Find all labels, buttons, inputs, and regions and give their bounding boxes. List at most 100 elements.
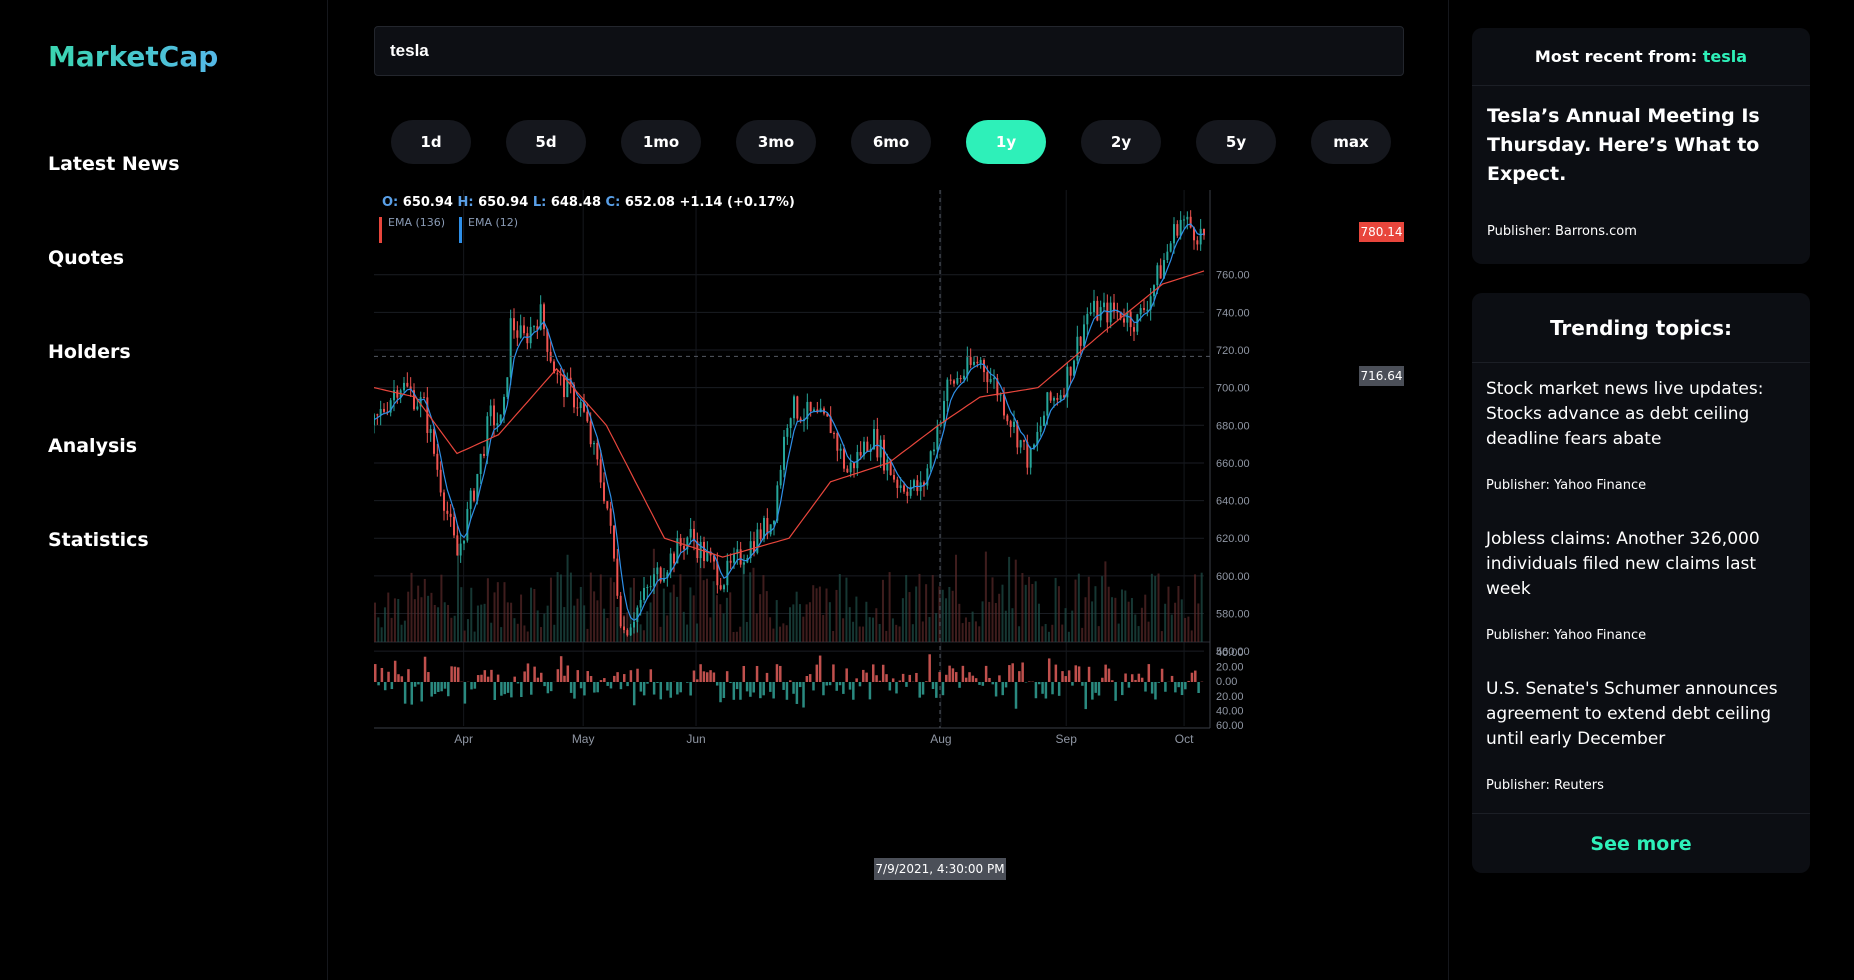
osc-bar	[1081, 682, 1084, 686]
volume-bar	[958, 603, 961, 642]
candle-body	[1063, 395, 1065, 398]
range-3mo[interactable]: 3mo	[736, 120, 816, 164]
candle-body	[653, 574, 655, 587]
osc-bar	[520, 682, 523, 697]
osc-bar	[626, 682, 629, 687]
nav-latest-news[interactable]: Latest News	[48, 153, 180, 175]
volume-bar	[729, 592, 732, 642]
candle-body	[1123, 318, 1125, 323]
osc-bar	[603, 678, 606, 682]
volume-bar	[639, 624, 642, 642]
osc-bar	[1147, 664, 1151, 682]
osc-bar	[1047, 658, 1051, 682]
candle-body	[956, 378, 959, 384]
nav-statistics[interactable]: Statistics	[48, 529, 149, 551]
osc-bar	[881, 664, 885, 682]
osc-bar	[506, 682, 510, 693]
trending-item[interactable]: Jobless claims: Another 326,000 individu…	[1486, 527, 1801, 602]
candle-body	[476, 473, 479, 501]
volume-bar	[496, 582, 499, 642]
volume-bar	[427, 595, 430, 642]
crosshair-price-badge: 716.64	[1359, 366, 1404, 386]
range-6mo[interactable]: 6mo	[851, 120, 931, 164]
trending-item[interactable]: Stock market news live updates: Stocks a…	[1486, 377, 1801, 452]
volume-bar	[762, 575, 765, 642]
recent-article-title[interactable]: Tesla’s Annual Meeting Is Thursday. Here…	[1487, 105, 1760, 185]
osc-bar	[858, 682, 862, 687]
nav-analysis[interactable]: Analysis	[48, 435, 138, 457]
range-1y[interactable]: 1y	[966, 120, 1046, 164]
volume-bar	[400, 624, 403, 642]
volume-bar	[549, 577, 552, 642]
volume-bar	[559, 574, 562, 642]
see-more-button[interactable]: See more	[1472, 813, 1810, 873]
search-input[interactable]	[374, 26, 1404, 76]
range-1d[interactable]: 1d	[391, 120, 471, 164]
range-max[interactable]: max	[1311, 120, 1391, 164]
candle-body	[483, 453, 485, 456]
osc-bar	[1077, 666, 1081, 682]
range-2y[interactable]: 2y	[1081, 120, 1161, 164]
candle-body	[983, 359, 985, 373]
osc-bar	[619, 682, 623, 690]
volume-bar	[599, 574, 602, 642]
candle-body	[706, 551, 709, 561]
range-5y[interactable]: 5y	[1196, 120, 1276, 164]
volume-bar	[872, 617, 874, 642]
candle-body	[783, 436, 785, 470]
osc-bar	[991, 682, 995, 685]
candle-body	[466, 508, 469, 541]
osc-bar	[735, 682, 739, 690]
ohlc-low-label: L:	[532, 195, 547, 210]
price-chart[interactable]: 760.00 740.00 720.00 700.00 680.00 660.00 640.…	[374, 190, 1404, 890]
volume-bar	[1077, 573, 1080, 642]
candle-body	[1036, 431, 1039, 445]
osc-bar	[988, 677, 991, 682]
osc-bar	[1004, 682, 1008, 688]
osc-bar	[374, 664, 377, 682]
osc-bar	[779, 665, 782, 682]
trending-item[interactable]: U.S. Senate's Schumer announces agreemen…	[1486, 677, 1801, 752]
trending-header: Trending topics:	[1472, 293, 1810, 363]
volume-bar	[679, 574, 682, 642]
candle-body	[586, 411, 589, 422]
volume-bar	[908, 592, 911, 642]
candle-body	[576, 407, 579, 409]
osc-bar	[583, 682, 586, 696]
candle-body	[419, 397, 422, 407]
candle-body	[599, 459, 602, 483]
candle-body	[413, 390, 415, 410]
candle-body	[616, 558, 619, 596]
trending-item-title[interactable]: U.S. Senate's Schumer announces agreemen…	[1486, 679, 1778, 749]
volume-bar	[1144, 594, 1147, 642]
osc-bar	[493, 682, 497, 700]
brand-logo[interactable]: MarketCap	[48, 40, 219, 73]
volume-bar	[1101, 576, 1104, 642]
range-1mo[interactable]: 1mo	[621, 120, 701, 164]
chart-canvas[interactable]: 760.00 740.00 720.00 700.00 680.00 660.00 640.…	[374, 190, 1404, 890]
trending-item-title[interactable]: Jobless claims: Another 326,000 individu…	[1486, 529, 1760, 599]
volume-bar	[971, 611, 974, 642]
volume-bar	[473, 631, 476, 642]
osc-bar	[516, 682, 520, 684]
nav-quotes[interactable]: Quotes	[48, 247, 125, 269]
candle-body	[866, 441, 869, 452]
candle-body	[933, 449, 935, 452]
ohlc-close: 652.08 +1.14 (+0.17%)	[624, 195, 795, 210]
volume-bar	[476, 605, 479, 642]
range-5d[interactable]: 5d	[506, 120, 586, 164]
crosshair-time-badge: 7/9/2021, 4:30:00 PM	[874, 858, 1006, 880]
candle-body	[713, 555, 715, 562]
osc-bar	[752, 682, 755, 693]
trending-item-title[interactable]: Stock market news live updates: Stocks a…	[1486, 379, 1764, 449]
osc-bar	[1001, 682, 1004, 696]
volume-bar	[901, 598, 904, 642]
osc-bar	[1190, 672, 1194, 682]
osc-bar	[848, 682, 852, 690]
nav-holders[interactable]: Holders	[48, 341, 131, 363]
volume-bar	[1137, 626, 1140, 642]
osc-bar	[832, 664, 835, 682]
candle-body	[736, 549, 739, 554]
candle-body	[743, 562, 745, 565]
osc-bar	[387, 671, 390, 682]
